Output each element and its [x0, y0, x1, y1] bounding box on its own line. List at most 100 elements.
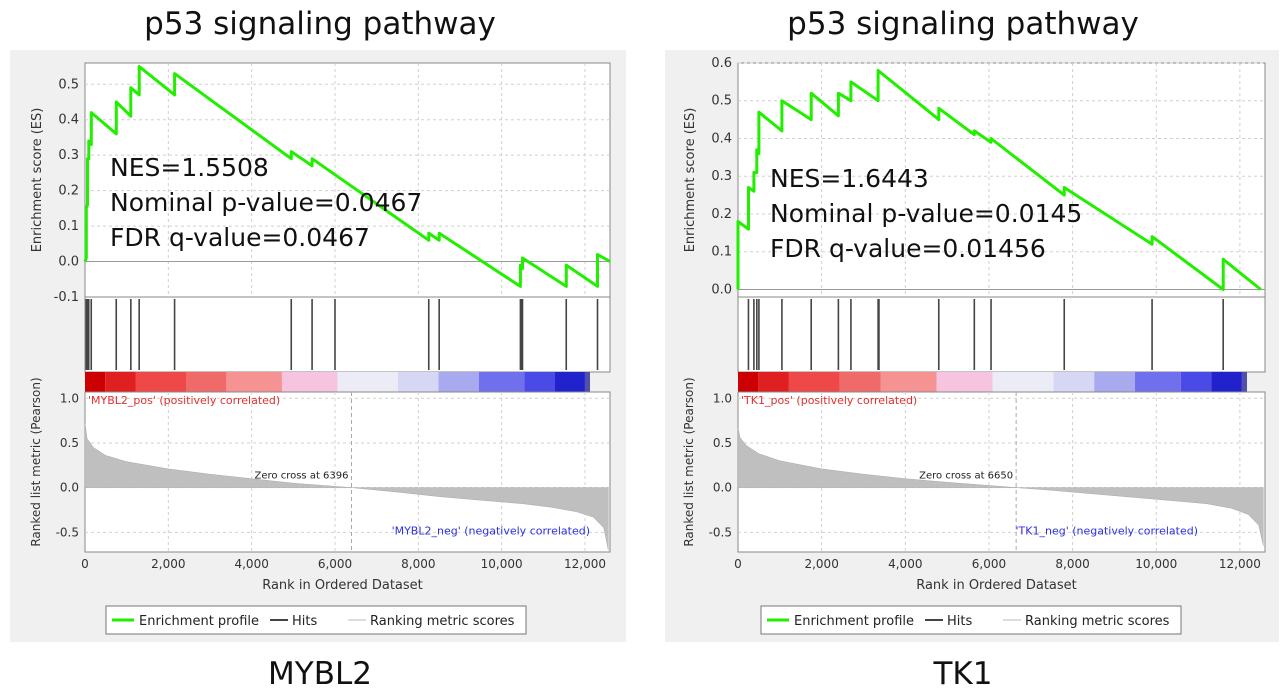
color-bar-segment [1053, 372, 1095, 392]
es-axis-label: Enrichment score (ES) [30, 108, 45, 253]
es-tick-label: 0.0 [711, 282, 732, 297]
stat-text-0: NES=1.5508 [110, 153, 269, 182]
zero-cross-label: Zero cross at 6396 [255, 471, 349, 482]
es-tick-label: 0.1 [58, 219, 79, 234]
es-tick-label: 0.6 [711, 56, 732, 71]
x-tick-label: 10,000 [1135, 557, 1177, 571]
color-bar-segment [1135, 372, 1181, 392]
x-tick-label: 4,000 [234, 557, 268, 571]
gene-label-mybl2: MYBL2 [268, 656, 372, 692]
ranking-metric-area [737, 427, 1264, 546]
legend-label-metric: Ranking metric scores [1025, 614, 1170, 629]
enrichment-profile-line [736, 69, 1262, 291]
es-tick-label: 0.3 [711, 169, 732, 184]
metric-tick-label: -0.5 [56, 525, 79, 539]
es-tick-label: 0.5 [711, 94, 732, 109]
stat-text-0: NES=1.6443 [770, 164, 929, 193]
x-tick-label: 12,000 [564, 557, 606, 571]
negative-label: 'TK1_neg' (negatively correlated) [1016, 524, 1198, 537]
es-axis-label: Enrichment score (ES) [683, 108, 698, 253]
color-bar-segment [584, 372, 590, 392]
es-tick-label: 0.3 [58, 148, 79, 163]
metric-axis-label: Ranked list metric (Pearson) [29, 377, 43, 546]
color-bar-segment [738, 372, 759, 392]
x-tick-label: 6,000 [972, 557, 1006, 571]
x-tick-label: 4,000 [888, 557, 922, 571]
negative-label: 'MYBL2_neg' (negatively correlated) [392, 524, 590, 537]
positive-label: 'TK1_pos' (positively correlated) [741, 394, 917, 407]
gsea-plot-tk1: 0.0 0.1 0.2 0.3 0.4 0.5 0.6 Enrichment score (E… [665, 50, 1279, 642]
color-bar-segment [226, 372, 282, 392]
stat-text-2: FDR q-value=0.0467 [110, 223, 370, 252]
metric-tick-label: -0.5 [709, 525, 732, 539]
chart-title-tk1: p53 signaling pathway [787, 6, 1139, 42]
color-bar-segment [524, 372, 555, 392]
es-tick-label: 0.4 [58, 113, 79, 128]
es-tick-label: 0.4 [711, 131, 732, 146]
positive-label: 'MYBL2_pos' (positively correlated) [88, 394, 280, 407]
x-tick-label: 0 [734, 557, 742, 571]
color-bar-segment [1180, 372, 1212, 392]
color-bar-segment [135, 372, 186, 392]
x-tick-label: 8,000 [1055, 557, 1089, 571]
zero-cross-label: Zero cross at 6650 [919, 471, 1013, 482]
x-tick-label: 2,000 [151, 557, 185, 571]
es-tick-label: 0.0 [58, 255, 79, 270]
es-tick-label: 0.1 [711, 245, 732, 260]
legend-label-enrichment: Enrichment profile [139, 614, 259, 629]
legend-box [105, 605, 527, 635]
metric-tick-label: 0.0 [713, 481, 732, 495]
x-tick-label: 6,000 [318, 557, 352, 571]
stat-text-1: Nominal p-value=0.0467 [110, 188, 422, 217]
enrichment-profile-line [83, 65, 611, 288]
legend-box [760, 605, 1182, 635]
color-bar-segment [438, 372, 479, 392]
metric-tick-label: 0.5 [60, 436, 79, 450]
x-tick-label: 10,000 [481, 557, 523, 571]
legend-label-enrichment: Enrichment profile [794, 614, 914, 629]
color-bar-segment [839, 372, 881, 392]
stat-text-2: FDR q-value=0.01456 [770, 234, 1046, 263]
legend-label-metric: Ranking metric scores [370, 614, 515, 629]
metric-tick-label: 1.0 [60, 391, 79, 405]
color-bar-segment [992, 372, 1054, 392]
color-bar-segment [337, 372, 399, 392]
color-bar-segment [1211, 372, 1242, 392]
x-tick-label: 12,000 [1219, 557, 1261, 571]
gene-label-tk1: TK1 [933, 656, 993, 692]
x-tick-label: 8,000 [401, 557, 435, 571]
color-bar-segment [398, 372, 439, 392]
chart-title-mybl2: p53 signaling pathway [144, 6, 496, 42]
color-bar-segment [105, 372, 136, 392]
color-bar-segment [788, 372, 840, 392]
metric-tick-label: 0.0 [60, 481, 79, 495]
color-bar-segment [936, 372, 993, 392]
color-bar-segment [758, 372, 789, 392]
color-bar-segment [1094, 372, 1136, 392]
color-bar-segment [478, 372, 525, 392]
gsea-plot-mybl2: -0.1 0.0 0.1 0.2 0.3 0.4 0.5 Enrichment score (… [10, 50, 626, 642]
es-tick-label: 0.2 [711, 207, 732, 222]
color-bar-segment [281, 372, 338, 392]
es-tick-label: 0.2 [58, 184, 79, 199]
x-axis-label: Rank in Ordered Dataset [262, 578, 423, 593]
color-bar-segment [1241, 372, 1247, 392]
legend-label-hits: Hits [292, 614, 317, 629]
metric-tick-label: 0.5 [713, 436, 732, 450]
color-bar-segment [186, 372, 227, 392]
color-bar-segment [554, 372, 585, 392]
ranking-metric-area [84, 423, 609, 551]
color-bar-segment [880, 372, 937, 392]
x-tick-label: 0 [81, 557, 89, 571]
stat-text-1: Nominal p-value=0.0145 [770, 199, 1082, 228]
metric-tick-label: 1.0 [713, 391, 732, 405]
legend-label-hits: Hits [947, 614, 972, 629]
es-tick-label: 0.5 [58, 77, 79, 92]
color-bar-segment [85, 372, 106, 392]
x-tick-label: 2,000 [804, 557, 838, 571]
hits-area [84, 296, 611, 373]
metric-axis-label: Ranked list metric (Pearson) [682, 377, 696, 546]
es-tick-label: -0.1 [54, 290, 79, 305]
x-axis-label: Rank in Ordered Dataset [916, 578, 1077, 593]
hits-area [737, 296, 1266, 373]
